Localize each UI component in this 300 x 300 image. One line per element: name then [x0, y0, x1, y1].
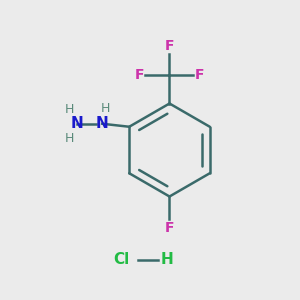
Text: F: F [165, 221, 174, 236]
Text: H: H [64, 132, 74, 145]
Text: F: F [165, 38, 174, 52]
Text: F: F [134, 68, 144, 82]
Text: H: H [64, 103, 74, 116]
Text: H: H [160, 252, 173, 267]
Text: N: N [96, 116, 109, 131]
Text: H: H [100, 102, 110, 115]
Text: F: F [195, 68, 205, 82]
Text: N: N [70, 116, 83, 131]
Text: Cl: Cl [113, 252, 129, 267]
